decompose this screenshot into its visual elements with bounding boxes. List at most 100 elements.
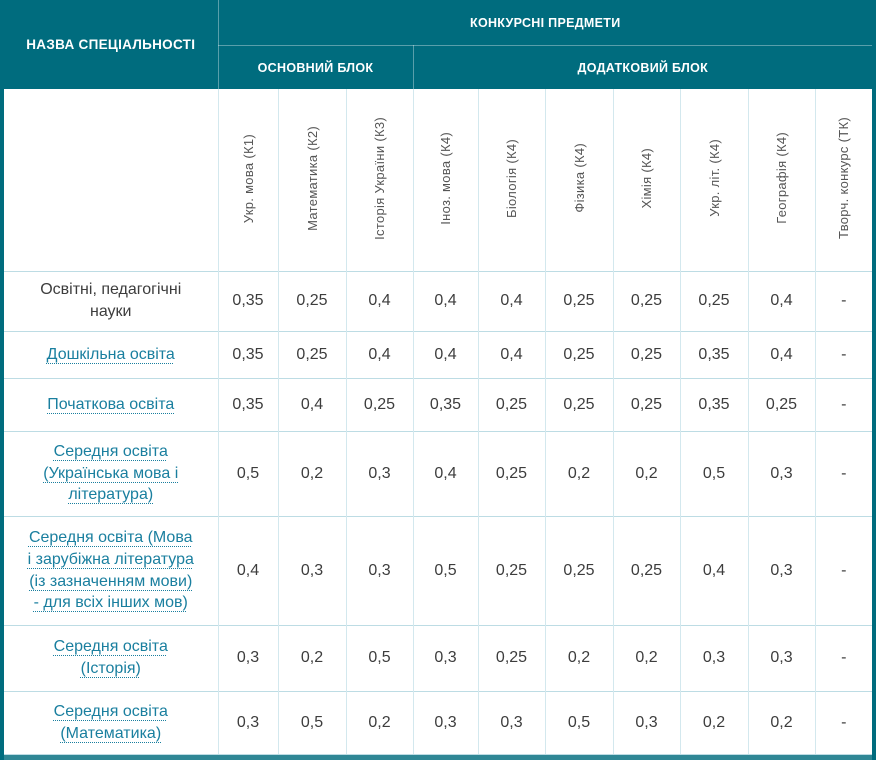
specialty-cell: Середня освіта (Історія)	[4, 624, 218, 691]
coefficient-cell: 0,3	[217, 624, 278, 691]
coefficient-cell: 0,3	[612, 690, 680, 754]
coefficient-cell: 0,5	[412, 515, 478, 625]
table-body: Освітні, педагогічні науки 0,35 0,25 0,4 0,4…	[4, 270, 873, 754]
coefficient-cell: 0,3	[345, 430, 413, 516]
coefficient-cell: 0,4	[412, 430, 478, 516]
coefficient-cell: 0,4	[412, 270, 478, 331]
subject-column-header-5: Біологія (К4)	[477, 89, 545, 271]
coefficient-cell: -	[814, 270, 873, 331]
subject-column-header-8: Укр. літ. (К4)	[679, 89, 748, 271]
table-bottom-bar	[4, 754, 872, 760]
coefficient-cell: 0,2	[544, 624, 613, 691]
coefficient-cell: 0,25	[544, 377, 613, 431]
coefficient-cell: 0,5	[217, 430, 278, 516]
coefficient-cell: 0,4	[747, 330, 815, 378]
coefficient-cell: 0,25	[747, 377, 815, 431]
coefficient-cell: 0,35	[217, 330, 278, 378]
coefficient-cell: 0,2	[679, 690, 748, 754]
specialty-link[interactable]: Середня освіта (Історія)	[53, 638, 168, 677]
specialty-link[interactable]: Середня освіта (Математика)	[53, 703, 168, 742]
specialty-link[interactable]: Середня освіта (Мова і зарубіжна літерат…	[27, 529, 194, 612]
coefficient-cell: -	[814, 377, 873, 431]
table-header: НАЗВА СПЕЦІАЛЬНОСТІ КОНКУРСНІ ПРЕДМЕТИ О…	[4, 0, 873, 271]
specialty-cell: Початкова освіта	[4, 377, 218, 431]
subject-column-label: Творч. конкурс (ТК)	[836, 117, 852, 240]
subject-column-header-10: Творч. конкурс (ТК)	[814, 89, 873, 271]
specialty-link[interactable]: Початкова освіта	[47, 395, 175, 413]
specialty-cell: Середня освіта (Українська мова і літера…	[4, 430, 218, 516]
coefficient-cell: 0,3	[679, 624, 748, 691]
coefficient-cell: -	[814, 430, 873, 516]
coefficient-cell: 0,25	[477, 515, 545, 625]
coefficient-cell: 0,25	[544, 515, 613, 625]
coefficient-cell: 0,35	[412, 377, 478, 431]
coefficient-cell: -	[814, 515, 873, 625]
subject-column-label: Математика (К2)	[304, 125, 320, 231]
coefficient-cell: 0,4	[679, 515, 748, 625]
coefficient-cell: 0,4	[277, 377, 346, 431]
additional-block-header: ДОДАТКОВИЙ БЛОК	[412, 45, 873, 89]
coefficient-cell: 0,4	[217, 515, 278, 625]
subject-column-header-1: Укр. мова (К1)	[217, 89, 278, 271]
specialty-link[interactable]: Дошкільна освіта	[46, 345, 175, 363]
coefficient-cell: 0,3	[217, 690, 278, 754]
coefficient-cell: 0,3	[345, 515, 413, 625]
coefficient-cell: 0,3	[277, 515, 346, 625]
specialty-cell: Середня освіта (Мова і зарубіжна літерат…	[4, 515, 218, 625]
subject-column-label: Іноз. мова (К4)	[438, 131, 453, 225]
subject-column-header-3: Історія України (К3)	[345, 89, 413, 271]
specialty-link[interactable]: Середня освіта (Українська мова і літера…	[43, 443, 179, 504]
coefficient-cell: 0,35	[217, 377, 278, 431]
coefficient-cell: 0,2	[277, 624, 346, 691]
coefficient-cell: 0,2	[612, 624, 680, 691]
coefficient-cell: 0,5	[345, 624, 413, 691]
subject-column-header-9: Географія (К4)	[747, 89, 815, 271]
coefficient-cell: 0,25	[477, 377, 545, 431]
coefficient-cell: 0,25	[277, 330, 346, 378]
table-row: Середня освіта (Математика) 0,3 0,5 0,2 0,3 0…	[4, 690, 873, 754]
coefficient-cell: 0,3	[747, 430, 815, 516]
coefficient-cell: 0,25	[477, 430, 545, 516]
coefficient-cell: 0,5	[277, 690, 346, 754]
coefficient-cell: 0,25	[612, 515, 680, 625]
subject-column-header-6: Фізика (К4)	[544, 89, 613, 271]
table-row: Середня освіта (Історія) 0,3 0,2 0,5 0,3 0,25…	[4, 624, 873, 691]
specialty-text: Освітні, педагогічні науки	[40, 281, 182, 320]
coefficient-cell: 0,25	[679, 270, 748, 331]
coefficient-cell: 0,2	[612, 430, 680, 516]
subject-column-label: Хімія (К4)	[639, 148, 654, 209]
coefficient-cell: 0,3	[412, 624, 478, 691]
header-row-groups: НАЗВА СПЕЦІАЛЬНОСТІ КОНКУРСНІ ПРЕДМЕТИ	[4, 0, 873, 89]
coefficient-cell: 0,2	[345, 690, 413, 754]
coefficient-cell: 0,2	[544, 430, 613, 516]
subject-headers-row: Укр. мова (К1) Математика (К2) Історія Укр…	[4, 89, 873, 271]
coefficient-cell: 0,4	[477, 330, 545, 378]
coefficient-cell: 0,2	[277, 430, 346, 516]
table-row: Освітні, педагогічні науки 0,35 0,25 0,4 0,4…	[4, 270, 873, 331]
coefficient-cell: 0,35	[679, 377, 748, 431]
coefficient-cell: 0,25	[345, 377, 413, 431]
coefficient-cell: 0,5	[679, 430, 748, 516]
coefficient-cell: 0,25	[544, 270, 613, 331]
coefficient-cell: 0,4	[412, 330, 478, 378]
subject-column-label: Історія України (К3)	[372, 116, 387, 240]
coefficient-cell: 0,25	[612, 377, 680, 431]
coefficient-cell: 0,35	[217, 270, 278, 331]
empty-corner-cell	[4, 89, 218, 271]
subject-column-header-7: Хімія (К4)	[612, 89, 680, 271]
coefficient-cell: -	[814, 330, 873, 378]
coefficient-cell: 0,2	[747, 690, 815, 754]
subject-column-label: Географія (К4)	[774, 132, 789, 225]
coefficient-cell: 0,25	[612, 270, 680, 331]
coefficient-cell: 0,3	[747, 515, 815, 625]
coefficient-cell: 0,35	[679, 330, 748, 378]
table-row: Дошкільна освіта 0,35 0,25 0,4 0,4 0,4 0,25 0,2…	[4, 330, 873, 378]
coefficient-cell: 0,4	[477, 270, 545, 331]
specialty-column-header: НАЗВА СПЕЦІАЛЬНОСТІ	[4, 0, 219, 89]
coefficient-cell: -	[814, 690, 873, 754]
coefficient-cell: 0,3	[412, 690, 478, 754]
subject-column-label: Біологія (К4)	[504, 138, 519, 218]
subject-column-header-4: Іноз. мова (К4)	[412, 89, 478, 271]
